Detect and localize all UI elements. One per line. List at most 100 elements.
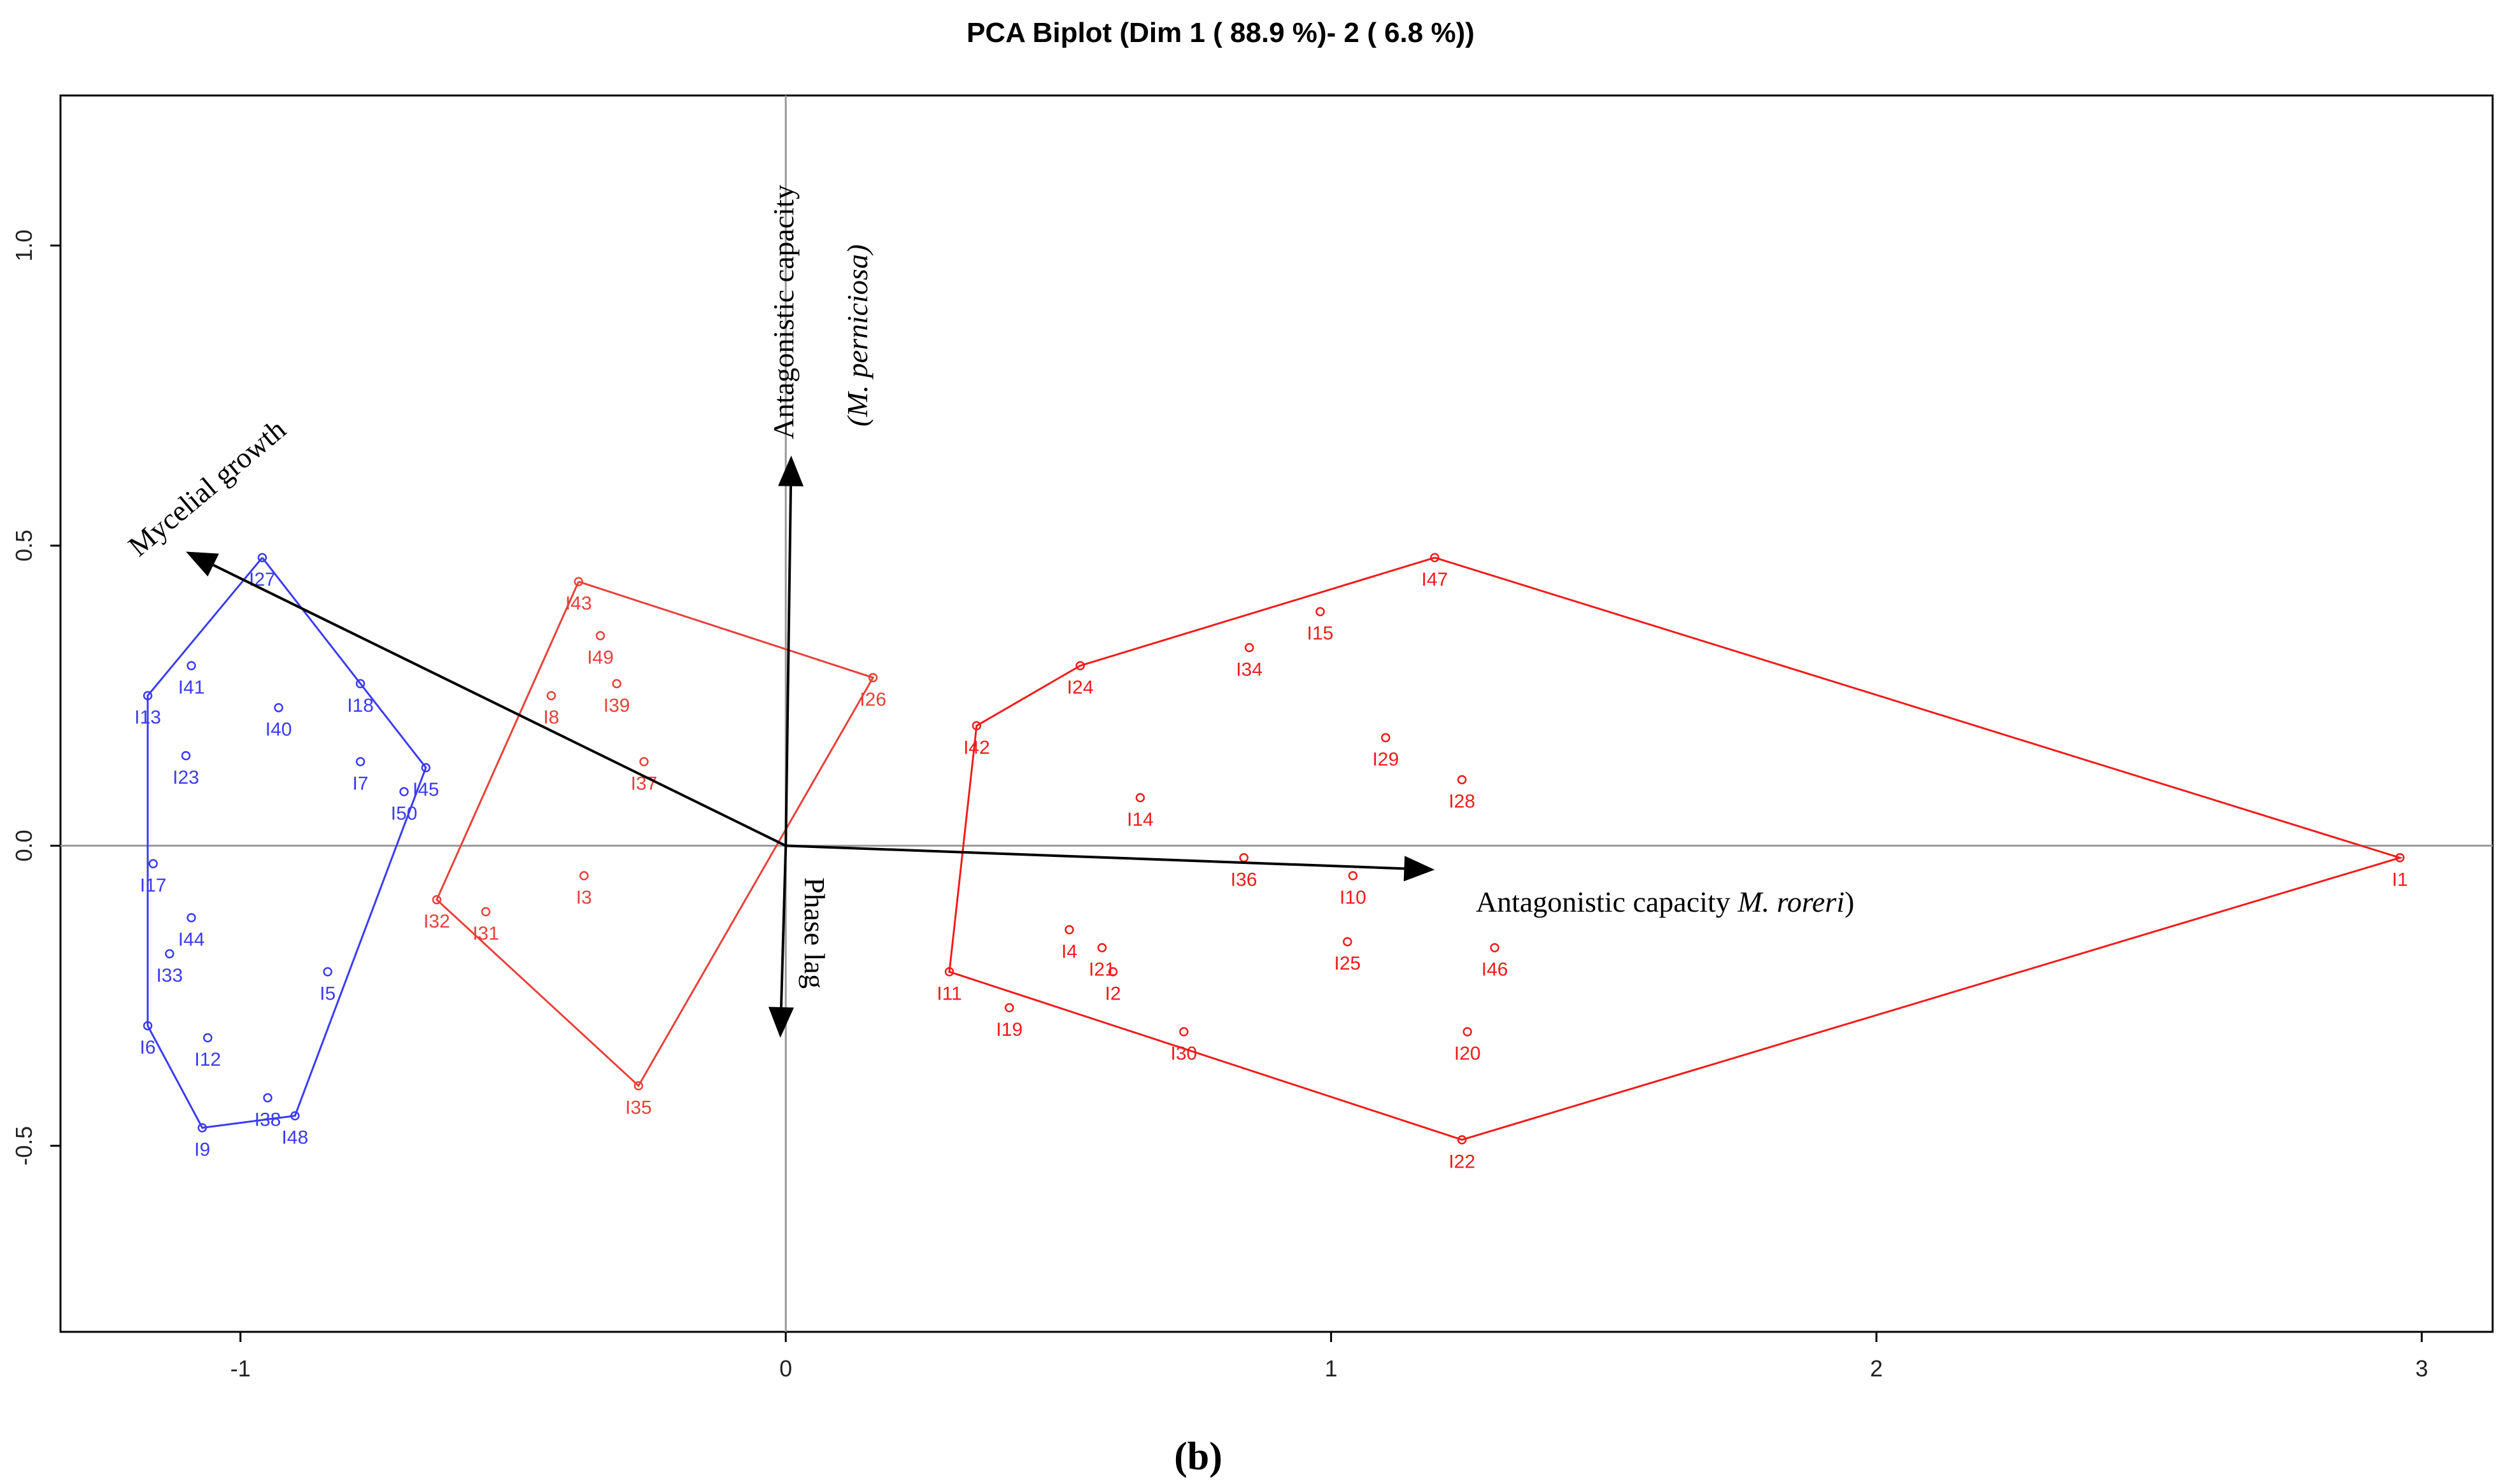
point-label-I9: I9 [194, 1139, 210, 1160]
point-I9 [197, 1123, 207, 1133]
point-label-I6: I6 [140, 1037, 156, 1058]
point-label-I40: I40 [265, 719, 292, 740]
variable-arrows [185, 455, 1435, 1038]
point-label-I28: I28 [1448, 791, 1475, 812]
point-label-I10: I10 [1340, 887, 1366, 908]
point-I12 [203, 1033, 213, 1043]
point-label-I26: I26 [860, 689, 886, 710]
point-label-I45: I45 [413, 779, 439, 800]
point-label-I8: I8 [543, 707, 559, 728]
point-label-I41: I41 [178, 677, 205, 698]
point-I40 [274, 703, 283, 712]
point-I39 [612, 679, 621, 689]
point-label-I24: I24 [1067, 677, 1094, 698]
point-I48 [290, 1111, 300, 1120]
point-label-I1: I1 [2392, 869, 2408, 890]
point-I18 [355, 679, 365, 689]
point-label-I25: I25 [1334, 953, 1361, 974]
point-I42 [972, 721, 982, 731]
point-label-I50: I50 [391, 803, 418, 824]
point-I8 [546, 691, 556, 700]
point-I50 [399, 787, 409, 796]
arrow-head-0 [1403, 856, 1435, 882]
point-label-I49: I49 [587, 647, 614, 668]
point-label-I7: I7 [353, 773, 369, 794]
point-I21 [1097, 943, 1107, 952]
axis-ticks: -1 0 1 2 3 -0.5 0.0 0.5 1.0 [11, 230, 2428, 1382]
arrow-line-2 [213, 563, 787, 847]
point-label-I2: I2 [1105, 983, 1121, 1004]
point-I31 [481, 907, 491, 917]
point-label-I32: I32 [423, 911, 450, 932]
point-label-I30: I30 [1171, 1043, 1198, 1064]
point-label-I12: I12 [194, 1049, 221, 1070]
point-I17 [148, 859, 158, 868]
point-label-I31: I31 [472, 923, 499, 944]
y-tick-label: 0.5 [11, 530, 37, 562]
x-tick-label: -1 [230, 1355, 251, 1382]
arrow-head-2 [185, 551, 219, 577]
point-label-I19: I19 [996, 1019, 1023, 1040]
point-I4 [1065, 925, 1074, 935]
point-I46 [1490, 943, 1499, 952]
point-I49 [595, 631, 605, 640]
x-tick-label: 1 [1325, 1355, 1338, 1382]
point-I47 [1430, 553, 1440, 563]
point-I22 [1457, 1135, 1467, 1145]
x-tick-label: 3 [2416, 1355, 2428, 1382]
point-label-I4: I4 [1061, 941, 1077, 962]
point-label-I5: I5 [320, 983, 336, 1004]
point-I44 [187, 913, 196, 922]
arrow-line-0 [786, 844, 1405, 870]
point-I11 [944, 967, 954, 977]
arrow-head-3 [768, 1007, 794, 1038]
point-I25 [1343, 936, 1352, 947]
x-tick-label: 2 [1870, 1355, 1883, 1382]
arrow-line-3 [779, 845, 788, 1008]
point-I19 [1005, 1003, 1014, 1013]
arrow-line-1 [784, 486, 793, 846]
point-I2 [1108, 967, 1118, 977]
point-label-I14: I14 [1127, 809, 1154, 830]
point-label-I23: I23 [173, 767, 199, 788]
point-I29 [1381, 733, 1391, 742]
point-I20 [1462, 1027, 1473, 1036]
var-label-perniciosa: Antagonistic capacity [767, 185, 800, 439]
point-label-I46: I46 [1482, 959, 1508, 980]
point-label-I42: I42 [963, 737, 990, 758]
chart-title: PCA Biplot (Dim 1 ( 88.9 %)- 2 ( 6.8 %)) [966, 17, 1475, 48]
var-label-mycelial: Mycelial growth [122, 413, 292, 562]
point-label-I3: I3 [576, 887, 592, 908]
scatter-points: I27 I41 I13 I40 I18 I23 I7 I45 I50 I17 I44 I33 I5 I6 I… [134, 553, 2408, 1172]
point-label-I47: I47 [1422, 569, 1448, 590]
point-label-I17: I17 [140, 875, 167, 896]
point-I5 [323, 967, 332, 977]
point-I24 [1075, 661, 1085, 670]
arrow-head-1 [778, 455, 804, 486]
point-I14 [1135, 793, 1145, 803]
point-I43 [574, 577, 583, 586]
point-label-I20: I20 [1454, 1043, 1481, 1064]
point-I38 [263, 1093, 273, 1103]
point-I35 [634, 1081, 644, 1091]
hull-group1 [146, 556, 427, 1129]
point-I45 [421, 763, 431, 773]
point-I6 [143, 1021, 153, 1031]
point-label-I29: I29 [1372, 749, 1399, 770]
y-tick-label: 1.0 [11, 230, 37, 262]
point-I23 [181, 751, 191, 761]
point-I28 [1457, 775, 1467, 784]
point-label-I36: I36 [1231, 869, 1257, 890]
point-label-I34: I34 [1236, 659, 1263, 680]
hull-group3 [948, 556, 2403, 1141]
point-label-I13: I13 [134, 707, 161, 728]
point-label-I35: I35 [625, 1097, 652, 1118]
point-I13 [143, 691, 153, 700]
point-label-I11: I11 [937, 983, 961, 1004]
plot-frame [59, 94, 2494, 1333]
point-label-I48: I48 [281, 1127, 308, 1148]
point-I3 [579, 871, 589, 880]
point-I33 [165, 949, 174, 959]
point-label-I33: I33 [156, 965, 183, 986]
point-I1 [2395, 853, 2405, 863]
